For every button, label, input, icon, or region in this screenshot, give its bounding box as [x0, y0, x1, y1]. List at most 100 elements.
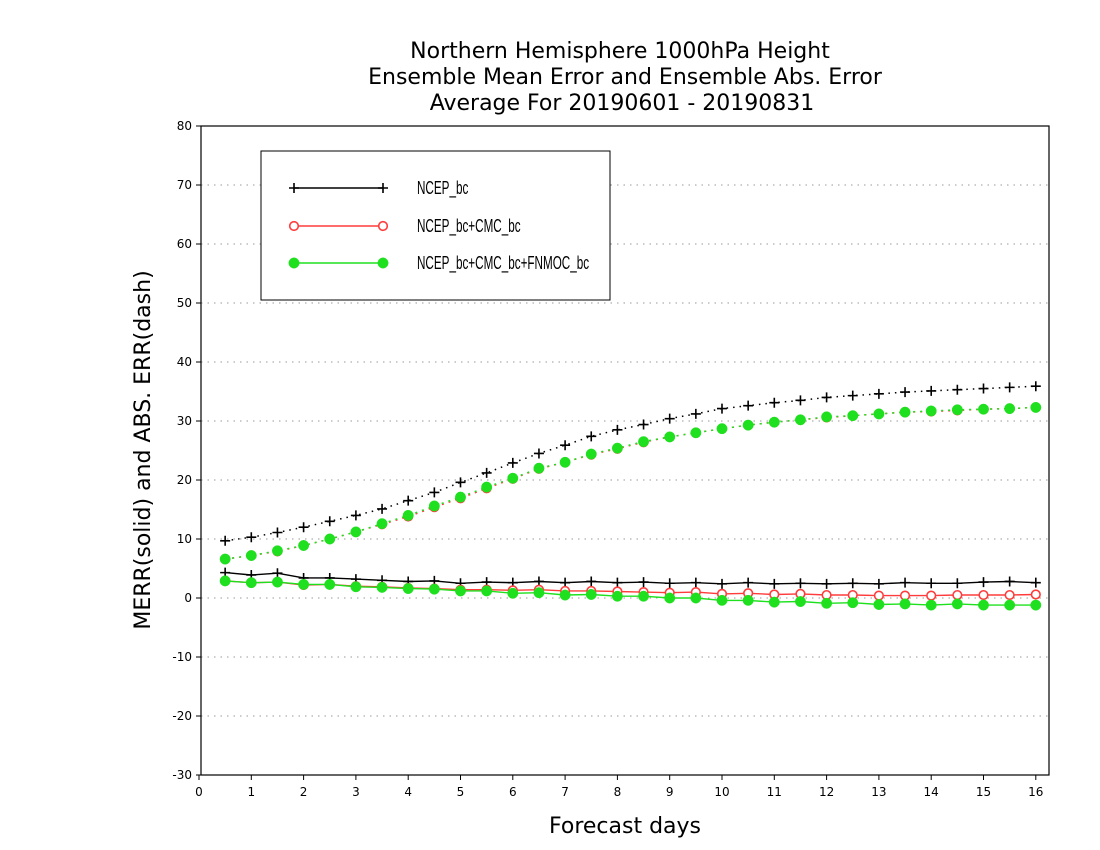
abs-err-point	[219, 553, 231, 565]
abs-err-point	[926, 385, 937, 396]
abs-err-point	[403, 495, 414, 506]
merr-point	[873, 590, 885, 601]
abs-err-point	[455, 491, 466, 503]
merr-point	[272, 568, 283, 579]
x-tick-label: 3	[352, 785, 360, 799]
legend-marker	[289, 183, 299, 193]
merr-point	[769, 578, 780, 589]
merr-point	[455, 585, 466, 597]
x-tick-label: 1	[247, 785, 255, 799]
merr-point	[533, 587, 545, 599]
abs-err-point	[717, 403, 727, 414]
abs-err-point	[847, 390, 858, 401]
abs-err-point	[978, 403, 989, 415]
abs-err-point	[324, 516, 335, 527]
legend-marker	[378, 183, 388, 193]
merr-point	[350, 581, 362, 593]
abs-err-point	[376, 518, 388, 530]
x-tick-label: 5	[457, 785, 465, 799]
x-tick-label: 10	[714, 785, 729, 799]
abs-err-point	[220, 535, 231, 546]
y-axis-label: MERR(solid) and ABS. ERR(dash)	[131, 270, 156, 629]
abs-err-point	[664, 413, 675, 424]
title-line-3: Average For 20190601 - 20190831	[430, 91, 815, 116]
abs-err-point	[638, 419, 649, 430]
merr-point	[900, 577, 911, 588]
y-tick-label: 40	[177, 355, 192, 369]
abs-err-point	[377, 503, 388, 514]
x-axis-label: Forecast days	[549, 814, 701, 839]
abs-err-point	[899, 406, 911, 418]
merr-point	[978, 599, 989, 611]
abs-err-point	[690, 427, 702, 439]
merr-point	[795, 578, 806, 589]
title-line-1: Northern Hemisphere 1000hPa Height	[410, 39, 830, 64]
legend-marker	[377, 220, 389, 232]
merr-point	[272, 576, 283, 588]
abs-err-point	[1004, 403, 1016, 415]
abs-err-point	[272, 527, 283, 538]
merr-point	[219, 575, 231, 587]
merr-point	[586, 576, 597, 587]
legend-marker	[288, 257, 300, 269]
x-tick-label: 7	[561, 785, 569, 799]
abs-err-point	[402, 509, 414, 521]
y-tick-label: 50	[177, 296, 192, 310]
merr-point	[638, 577, 649, 588]
x-tick-label: 0	[195, 785, 203, 799]
abs-err-point	[324, 533, 336, 545]
legend-label: NCEP_bc+CMC_bc+FNMOC_bc	[417, 253, 589, 273]
abs-err-point	[873, 408, 885, 420]
abs-err-point	[769, 397, 780, 408]
legend-marker	[377, 257, 389, 269]
y-tick-label: -10	[172, 650, 192, 664]
merr-point	[1004, 576, 1015, 587]
merr-point	[585, 589, 597, 600]
abs-err-point	[795, 395, 806, 406]
abs-err-point	[795, 414, 806, 426]
merr-point	[402, 583, 414, 595]
merr-point	[899, 598, 911, 610]
legend: NCEP_bc NCEP_bc+CMC_bc NCEP_bc+CMC_bc+FNMO…	[260, 150, 611, 301]
x-tick-label: 2	[300, 785, 308, 799]
abs-err-point	[272, 545, 283, 557]
y-tick-label: 30	[177, 414, 192, 428]
merr-point	[743, 577, 754, 588]
y-tick-label: 60	[177, 237, 192, 251]
merr-point	[664, 578, 675, 589]
merr-point	[873, 599, 885, 610]
plot-frame	[200, 125, 1050, 776]
x-tick-label: 6	[509, 785, 517, 799]
series-abs-err-line	[225, 406, 1036, 560]
legend-label: NCEP_bc+CMC_bc	[417, 216, 521, 236]
abs-err-point	[638, 436, 649, 448]
abs-err-point	[428, 500, 440, 512]
merr-point	[978, 577, 989, 588]
merr-point	[481, 585, 493, 597]
merr-point	[952, 589, 963, 601]
merr-point	[376, 581, 388, 593]
title-line-2: Ensemble Mean Error and Ensemble Abs. Er…	[368, 65, 883, 90]
merr-point	[1004, 589, 1015, 601]
abs-err-point	[716, 423, 728, 435]
x-tick-label: 12	[819, 785, 834, 799]
merr-point	[873, 578, 884, 589]
series-abs-err-line	[225, 385, 1036, 542]
merr-point	[324, 578, 336, 590]
x-tick-label: 14	[924, 785, 939, 799]
abs-err-point	[298, 540, 310, 551]
series-merr-line	[225, 580, 1036, 606]
y-tick-label: 0	[184, 591, 192, 605]
x-tick-label: 16	[1028, 785, 1043, 799]
series-abs-err-line	[225, 406, 1036, 560]
abs-err-point	[1030, 401, 1042, 413]
abs-err-point	[925, 405, 937, 417]
y-tick-label: 20	[177, 473, 192, 487]
merr-point	[559, 589, 571, 601]
merr-point	[795, 596, 806, 607]
abs-err-point	[560, 440, 571, 451]
merr-point	[1004, 599, 1016, 611]
abs-err-point	[611, 442, 623, 454]
